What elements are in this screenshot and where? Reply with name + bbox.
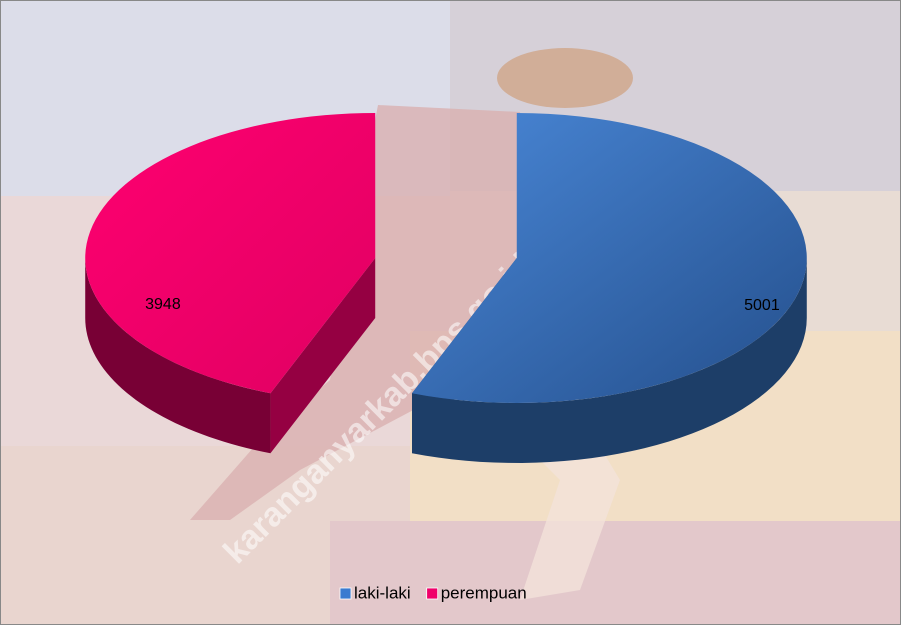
legend-swatch — [340, 588, 351, 599]
page: karanganyarkab.bps.go.id 50013948 laki-l… — [0, 0, 901, 625]
legend-swatch — [427, 588, 438, 599]
legend-label: perempuan — [441, 583, 527, 602]
data-label: 3948 — [145, 296, 181, 313]
data-label: 5001 — [744, 297, 780, 314]
legend-label: laki-laki — [354, 583, 411, 602]
chart: karanganyarkab.bps.go.id 50013948 laki-l… — [0, 0, 901, 625]
